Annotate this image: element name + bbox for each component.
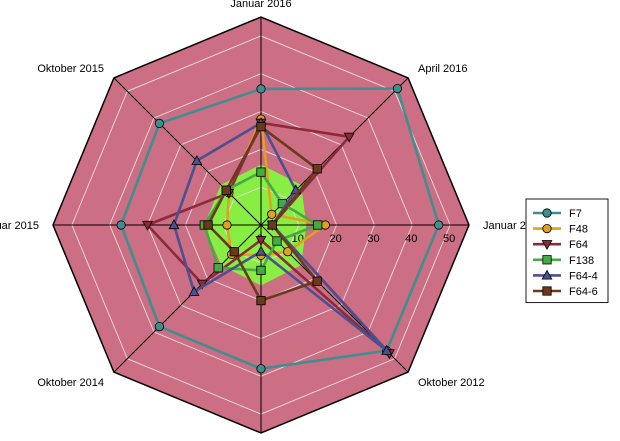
data-point: [222, 220, 232, 230]
legend: F7 F48 F64 F138 F64-4 F64-6: [525, 198, 609, 304]
data-point: [283, 247, 293, 257]
legend-box: [525, 198, 609, 304]
radar-spoke: [113, 77, 262, 226]
legend-label: F7: [569, 208, 582, 220]
data-point: [256, 265, 266, 276]
radial-tick-label: 20: [329, 233, 341, 245]
data-point: [312, 276, 322, 286]
data-point: [191, 154, 203, 165]
category-label: Oktober 2012: [418, 377, 485, 389]
data-point: [229, 247, 239, 257]
radial-tick-label: 30: [367, 233, 379, 245]
data-point: [272, 236, 282, 246]
data-point: [168, 219, 180, 230]
data-point: [256, 122, 266, 132]
legend-label: F64: [569, 239, 588, 251]
data-point: [203, 220, 213, 230]
legend-item: F64-4: [533, 269, 598, 282]
legend-marker: [542, 224, 552, 234]
legend-marker: [541, 269, 553, 280]
data-point: [142, 220, 153, 231]
data-point: [256, 295, 266, 306]
legend-item: F7: [533, 208, 582, 220]
data-point: [116, 220, 126, 230]
data-point: [221, 185, 231, 195]
data-point: [154, 321, 164, 332]
legend-marker: [542, 255, 552, 265]
data-point: [154, 118, 164, 129]
data-point: [343, 132, 355, 143]
data-point: [267, 220, 277, 230]
category-label: Oktober 2015: [37, 63, 104, 75]
data-point: [313, 220, 323, 230]
legend-marker: [542, 286, 552, 296]
legend-item: F64: [533, 239, 588, 251]
data-point: [392, 84, 402, 94]
data-point: [320, 220, 330, 230]
legend-label: F48: [569, 224, 588, 236]
data-point: [312, 164, 322, 174]
data-point: [213, 263, 223, 273]
legend-item: F48: [533, 224, 588, 236]
data-point: [256, 364, 266, 374]
data-point: [434, 220, 444, 230]
legend-label: F138: [569, 255, 594, 267]
radial-tick-label: 40: [405, 233, 417, 245]
data-point: [255, 245, 267, 256]
legend-item: F64-6: [533, 286, 598, 298]
data-point: [255, 235, 267, 246]
radial-tick-label: 50: [443, 233, 455, 245]
data-point: [256, 167, 266, 177]
category-label: April 2016: [418, 63, 468, 75]
legend-item: F138: [533, 255, 594, 267]
data-point: [188, 286, 200, 297]
category-label: Januar 2016: [230, 0, 291, 10]
data-point: [267, 209, 277, 219]
category-label: Oktober 2014: [37, 377, 104, 389]
data-point: [381, 344, 393, 355]
series-f64-6: [203, 122, 322, 306]
legend-label: F64-4: [569, 270, 598, 282]
category-label: Januar 2015: [0, 220, 39, 232]
data-point: [256, 84, 266, 94]
legend-marker: [541, 240, 553, 251]
legend-label: F64-6: [569, 286, 598, 298]
legend-marker: [542, 208, 552, 218]
